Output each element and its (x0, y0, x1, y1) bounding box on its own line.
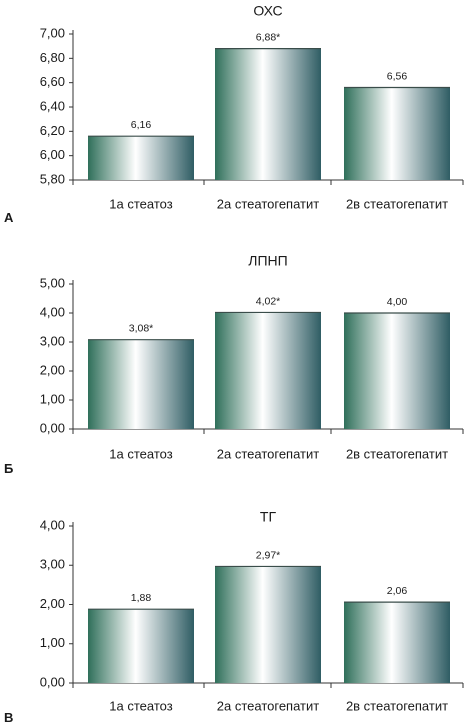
bar-value-label: 6,88* (256, 32, 281, 44)
y-tick-label: 3,00 (40, 557, 65, 572)
y-tick-label: 5,80 (40, 171, 65, 186)
y-tick-label: 6,80 (40, 50, 65, 65)
y-tick-label: 6,20 (40, 123, 65, 138)
category-label: 2в стеатогепатит (346, 196, 448, 211)
bar-value-label: 1,88 (131, 592, 152, 604)
y-tick-label: 6,00 (40, 147, 65, 162)
y-tick-label: 0,00 (40, 674, 65, 689)
category-label: 2а стеатогепатит (217, 698, 319, 713)
bar (88, 339, 194, 429)
y-tick-label: 4,00 (40, 304, 65, 319)
y-tick-label: 6,40 (40, 98, 65, 113)
bar (88, 609, 194, 683)
bar (215, 312, 321, 429)
y-tick-label: 2,00 (40, 596, 65, 611)
bar-value-label: 2,97* (256, 549, 281, 561)
category-label: 1а стеатоз (109, 698, 172, 713)
panel-letter: В (4, 710, 13, 725)
bar-value-label: 6,16 (131, 119, 152, 131)
bar-value-label: 4,02* (256, 295, 281, 307)
chart-panel-3: ТГ 0,00 1,00 2,00 3,00 4,00 1,88 1а стеатоз 2,97… (4, 509, 464, 725)
bar-value-label: 3,08* (129, 323, 154, 335)
bar (215, 48, 321, 180)
y-tick-label: 5,00 (40, 275, 65, 290)
y-tick-label: 4,00 (40, 517, 65, 532)
bar (344, 87, 450, 180)
bar (344, 313, 450, 429)
chart-panel-2: ЛПНП 0,00 1,00 2,00 3,00 4,00 5,00 3,08* 1а стеа… (4, 253, 464, 476)
category-label: 2а стеатогепатит (217, 196, 319, 211)
bar-value-label: 4,00 (387, 296, 408, 308)
chart-panel-1: ОХС 5,80 6,00 6,20 6,40 6,60 6,80 7,00 6,16 1а ст… (4, 3, 464, 225)
y-tick-label: 7,00 (40, 25, 65, 40)
category-label: 2в стеатогепатит (346, 698, 448, 713)
panel-letter: Б (4, 461, 13, 476)
bar (88, 136, 194, 180)
y-tick-label: 1,00 (40, 635, 65, 650)
bar (344, 602, 450, 683)
y-tick-label: 2,00 (40, 362, 65, 377)
bar-value-label: 6,56 (387, 71, 408, 83)
bar-value-label: 2,06 (387, 585, 408, 597)
bar (215, 566, 321, 683)
y-tick-label: 6,60 (40, 74, 65, 89)
chart-title: ЛПНП (248, 253, 287, 269)
chart-title: ТГ (260, 509, 277, 525)
category-label: 2а стеатогепатит (217, 446, 319, 461)
chart-title: ОХС (253, 3, 282, 19)
category-label: 2в стеатогепатит (346, 446, 448, 461)
y-tick-label: 1,00 (40, 391, 65, 406)
y-tick-label: 0,00 (40, 420, 65, 435)
category-label: 1а стеатоз (109, 446, 172, 461)
category-label: 1а стеатоз (109, 196, 172, 211)
y-tick-label: 3,00 (40, 333, 65, 348)
panel-letter: А (4, 210, 14, 225)
